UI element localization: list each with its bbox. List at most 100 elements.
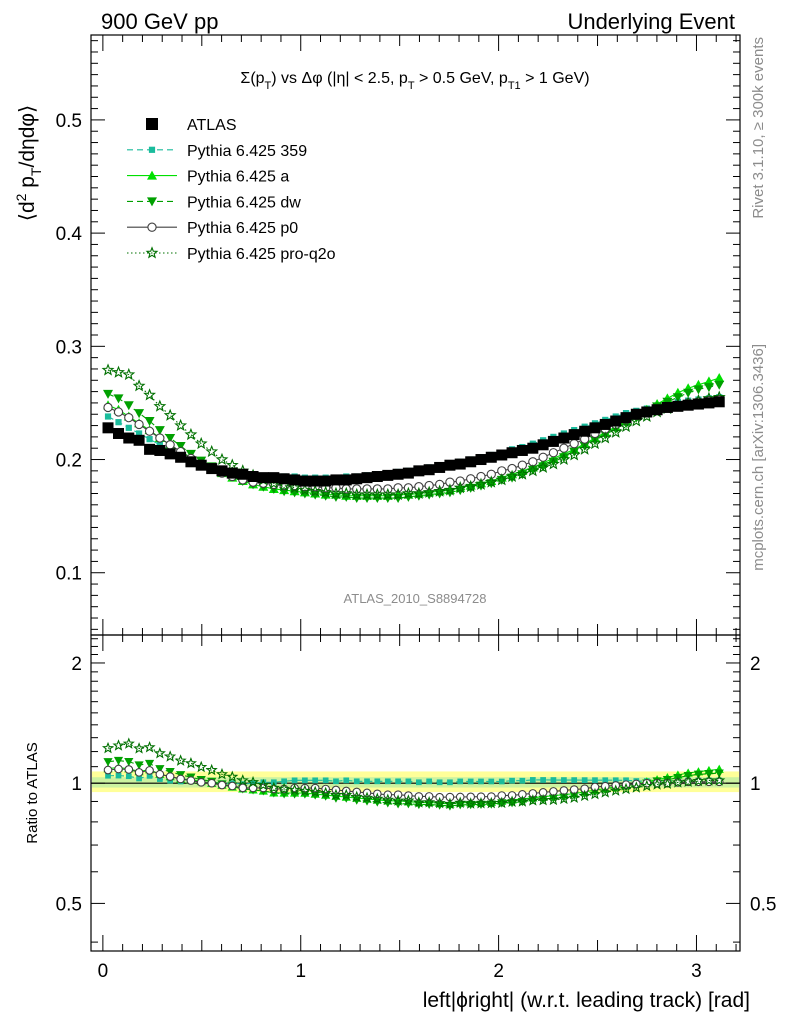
data-point — [123, 432, 135, 444]
data-point — [144, 417, 155, 427]
data-point — [548, 457, 559, 467]
ratio-point — [340, 788, 353, 801]
data-point — [135, 430, 143, 437]
ratio-point — [329, 788, 342, 801]
ratio-line-pythia-6-425-pro-q2o — [107, 743, 720, 805]
ratio-point — [485, 796, 498, 809]
legend-marker — [147, 170, 157, 180]
data-point — [144, 426, 155, 436]
ratio-point — [488, 778, 495, 785]
data-point — [205, 444, 219, 458]
data-point — [351, 473, 363, 485]
ratio-point — [528, 795, 538, 805]
data-point — [703, 397, 715, 409]
legend-label: Pythia 6.425 pro-q2o — [187, 246, 336, 263]
legend-label: Pythia 6.425 359 — [187, 143, 307, 160]
ratio-point — [602, 777, 609, 784]
legend-marker — [145, 246, 159, 259]
ratio-point — [486, 792, 496, 801]
top-axis-ticks: 0.1 0.2 0.3 0.4 0.5 — [56, 35, 740, 635]
legend-label: Pythia 6.425 dw — [187, 194, 301, 211]
ratio-point — [571, 777, 578, 783]
data-point — [155, 433, 165, 443]
ratio-point — [155, 769, 165, 779]
data-point — [682, 399, 694, 411]
ratio-point — [447, 779, 453, 786]
ratio-point — [506, 795, 519, 807]
ratio-point — [281, 778, 287, 785]
data-point — [609, 425, 623, 438]
data-point — [559, 443, 569, 453]
data-point — [371, 471, 383, 483]
data-point — [496, 449, 508, 461]
ratio-point — [548, 794, 559, 803]
ratio-point — [333, 778, 339, 785]
data-point — [381, 487, 395, 501]
ratio-point — [671, 776, 684, 788]
data-point — [165, 434, 176, 444]
analysis-id-label: ATLAS_2010_S8894728 — [344, 591, 487, 606]
x-tick-label: 3 — [691, 961, 702, 982]
data-point — [589, 422, 601, 434]
ratio-point — [215, 767, 229, 780]
data-point — [569, 447, 580, 457]
ratio-point — [569, 791, 579, 800]
legend-item: Pythia 6.425 359 — [127, 143, 307, 160]
ratio-point — [661, 777, 674, 790]
ratio-point — [157, 776, 163, 782]
data-point — [558, 432, 570, 444]
data-point — [714, 373, 725, 383]
data-point — [444, 459, 456, 471]
ratio-point — [125, 773, 132, 780]
data-point — [164, 448, 176, 460]
ratio-point — [537, 793, 550, 806]
ratio-point — [516, 795, 529, 807]
ratio-point — [267, 781, 280, 794]
data-point — [330, 474, 342, 486]
ratio-point — [588, 787, 602, 800]
ratio-point — [476, 792, 486, 802]
data-point — [298, 483, 312, 496]
data-point — [567, 448, 581, 461]
ratio-point — [519, 777, 526, 784]
top-y-tick-label: 0.5 — [56, 111, 82, 132]
ratio-point — [207, 778, 217, 788]
data-point — [693, 385, 704, 395]
ratio-point — [714, 769, 724, 778]
ratio-point — [436, 779, 443, 786]
ratio-point — [164, 750, 177, 762]
data-point — [113, 394, 124, 404]
ratio-point — [445, 792, 455, 802]
data-point — [195, 459, 207, 471]
ratio-point — [134, 761, 144, 770]
data-point — [630, 408, 642, 420]
data-point — [163, 408, 177, 421]
data-point — [125, 424, 132, 431]
legend-item: Pythia 6.425 dw — [127, 194, 301, 211]
data-point — [225, 458, 239, 471]
ratio-point — [509, 777, 515, 784]
data-point — [598, 431, 612, 444]
data-point — [412, 486, 426, 499]
ratio-point — [122, 737, 135, 749]
ratio-point — [115, 772, 122, 779]
data-point — [308, 484, 322, 497]
ratio-point — [103, 758, 113, 767]
data-point — [153, 399, 167, 412]
ratio-point — [319, 786, 332, 799]
data-point — [339, 486, 353, 499]
data-point — [391, 487, 405, 501]
data-point — [134, 409, 145, 419]
ratio-point — [581, 777, 588, 783]
data-point — [154, 444, 166, 456]
ratio-point — [250, 780, 256, 787]
data-point — [133, 434, 145, 446]
data-point — [320, 475, 332, 487]
mcplots-watermark: mcplots.cern.ch [arXiv:1306.3436] — [750, 344, 767, 571]
data-point — [174, 418, 188, 432]
ratio-point — [238, 783, 248, 793]
data-point — [175, 451, 187, 463]
ratio-point — [124, 757, 134, 767]
data-point — [672, 393, 683, 403]
ratio-point — [374, 778, 381, 785]
